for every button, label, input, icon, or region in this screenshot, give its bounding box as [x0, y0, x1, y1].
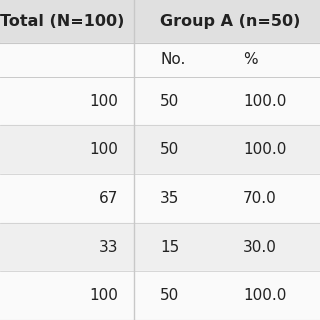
Text: 100: 100	[90, 288, 118, 303]
Bar	[0, 223, 320, 271]
Bar	[0, 125, 320, 174]
Text: 67: 67	[99, 191, 118, 206]
Text: 50: 50	[160, 94, 179, 108]
Text: Group A (n=50): Group A (n=50)	[160, 14, 300, 29]
Bar	[0, 0, 320, 43]
Text: Total (N=100): Total (N=100)	[0, 14, 125, 29]
Text: 30.0: 30.0	[243, 240, 277, 254]
Text: 70.0: 70.0	[243, 191, 277, 206]
Text: 100.0: 100.0	[243, 288, 287, 303]
Text: 100: 100	[90, 94, 118, 108]
Text: No.: No.	[160, 52, 185, 68]
Text: 35: 35	[160, 191, 180, 206]
Bar	[0, 271, 320, 320]
Text: %: %	[243, 52, 258, 68]
Text: 50: 50	[160, 142, 179, 157]
Bar	[0, 174, 320, 223]
Text: 33: 33	[99, 240, 118, 254]
Bar	[0, 77, 320, 125]
Text: 50: 50	[160, 288, 179, 303]
Bar	[0, 43, 320, 77]
Text: 100: 100	[90, 142, 118, 157]
Text: 100.0: 100.0	[243, 94, 287, 108]
Text: 100.0: 100.0	[243, 142, 287, 157]
Text: 15: 15	[160, 240, 179, 254]
